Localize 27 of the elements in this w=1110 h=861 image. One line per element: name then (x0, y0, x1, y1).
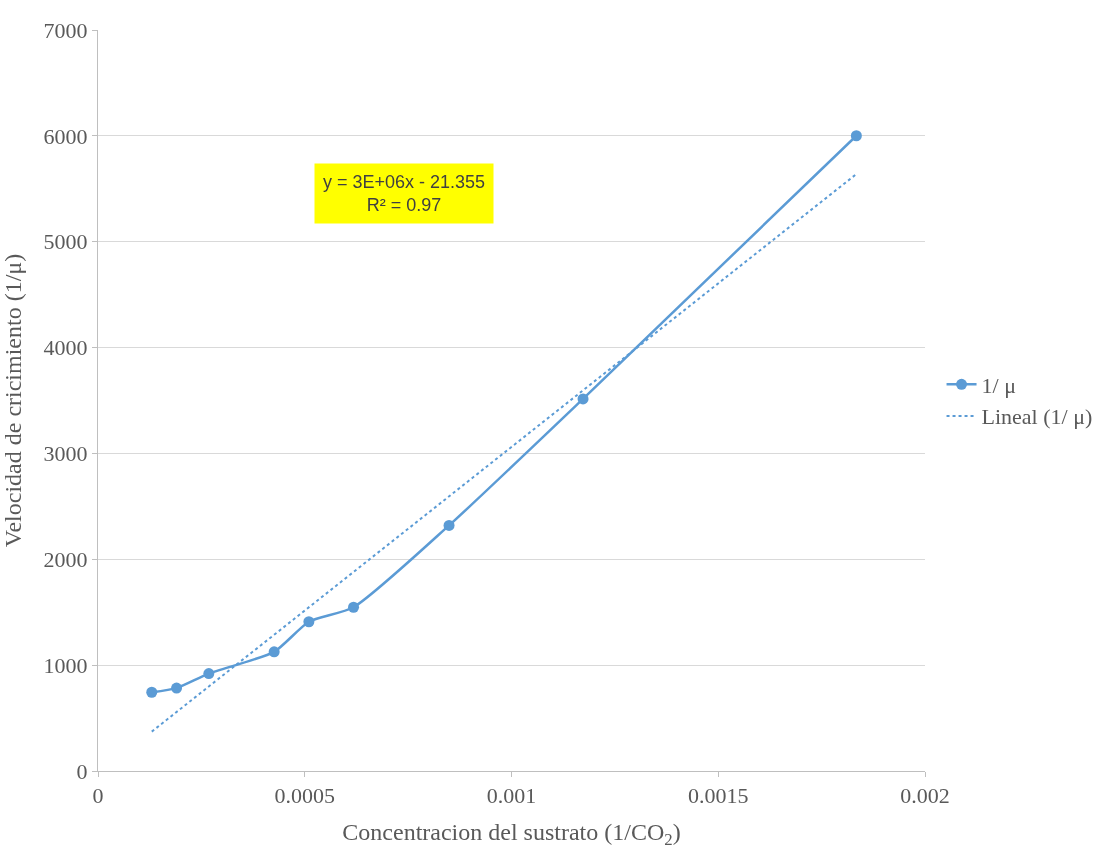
y-tick-label: 2000 (43, 546, 88, 572)
point (268, 646, 280, 658)
legend-label: 1/ μ (981, 372, 1016, 398)
point (171, 682, 183, 694)
y-tick-label: 4000 (43, 335, 88, 361)
y-tick-label: 3000 (43, 441, 88, 467)
point (146, 686, 158, 698)
y-tick-label: 6000 (43, 123, 88, 149)
x-axis-title: Concentracion del sustrato (1/CO$_{2}$) (342, 818, 681, 849)
point (443, 519, 455, 531)
y-tick-label: 1000 (43, 652, 88, 678)
x-tick-label: 0.002 (900, 783, 950, 809)
y-axis-title: Velocidad de cricimiento (1/μ) (0, 253, 26, 548)
point (303, 616, 315, 628)
y-tick-label: 7000 (43, 17, 88, 43)
y-tick-label: 0 (76, 758, 88, 784)
point (203, 668, 215, 680)
annotation: y = 3E+06x - 21.355 R² = 0.97 (323, 172, 486, 216)
point (850, 130, 862, 142)
legend-label: Lineal (1/ μ) (981, 404, 1093, 430)
x-tick-label: 0.0015 (688, 783, 749, 809)
point (348, 601, 360, 613)
point (577, 393, 589, 405)
x-tick-label: 0 (92, 783, 104, 809)
x-tick-label: 0.0005 (274, 783, 335, 809)
y-tick-label: 5000 (43, 229, 88, 255)
x-tick-label: 0.001 (486, 783, 537, 809)
